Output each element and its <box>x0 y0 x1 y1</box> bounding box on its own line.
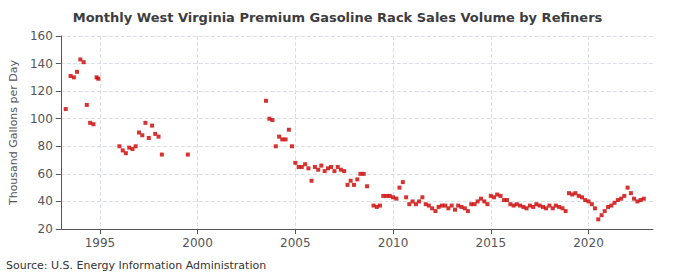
svg-text:Monthly West Virginia Premium: Monthly West Virginia Premium Gasoline R… <box>73 10 603 25</box>
svg-text:160: 160 <box>30 29 53 43</box>
svg-text:2010: 2010 <box>378 236 409 250</box>
svg-text:20: 20 <box>38 222 53 236</box>
svg-text:Thousand Gallons per Day: Thousand Gallons per Day <box>7 59 20 206</box>
svg-text:2005: 2005 <box>280 236 311 250</box>
svg-text:2000: 2000 <box>182 236 213 250</box>
svg-text:140: 140 <box>30 57 53 71</box>
svg-text:Source: U.S. Energy Informatio: Source: U.S. Energy Information Administ… <box>6 259 266 272</box>
svg-text:80: 80 <box>38 139 53 153</box>
svg-text:120: 120 <box>30 84 53 98</box>
svg-text:60: 60 <box>38 167 53 181</box>
svg-text:2020: 2020 <box>573 236 604 250</box>
svg-text:40: 40 <box>38 194 53 208</box>
svg-text:2015: 2015 <box>476 236 507 250</box>
svg-text:1995: 1995 <box>85 236 116 250</box>
svg-text:100: 100 <box>30 112 53 126</box>
